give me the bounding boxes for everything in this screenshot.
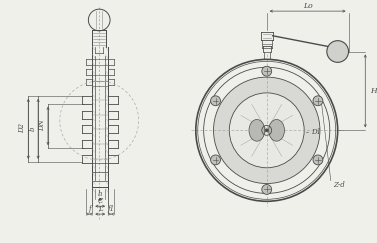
Text: D1: D1 [311, 128, 321, 136]
Circle shape [262, 66, 272, 76]
Text: Lo: Lo [303, 2, 313, 10]
Ellipse shape [249, 120, 265, 141]
Circle shape [313, 96, 323, 106]
Circle shape [327, 41, 348, 62]
Text: DN: DN [38, 120, 46, 131]
Text: b: b [28, 126, 36, 131]
Circle shape [262, 184, 272, 194]
Text: L: L [98, 205, 103, 213]
Text: H: H [370, 87, 377, 95]
Text: C: C [98, 197, 103, 205]
Circle shape [313, 155, 323, 165]
Circle shape [265, 129, 268, 132]
Text: f: f [88, 205, 91, 213]
Circle shape [229, 93, 304, 168]
Circle shape [211, 96, 221, 106]
Ellipse shape [269, 120, 285, 141]
Circle shape [213, 77, 320, 183]
Text: D2: D2 [18, 123, 26, 133]
Text: h: h [98, 190, 103, 198]
Text: f1: f1 [107, 205, 115, 213]
Text: Z-d: Z-d [333, 181, 345, 189]
Circle shape [211, 155, 221, 165]
